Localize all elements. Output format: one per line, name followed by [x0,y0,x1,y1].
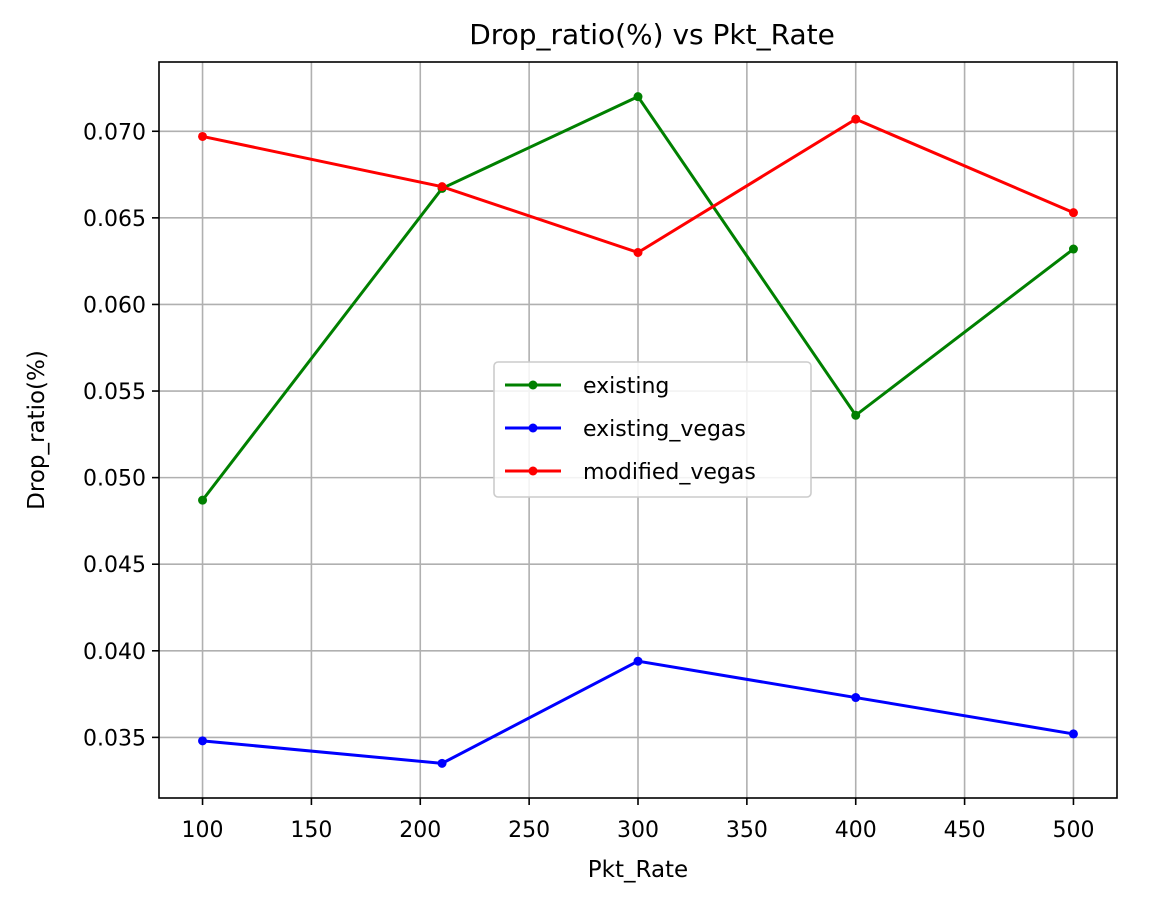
x-axis-label: Pkt_Rate [588,857,688,883]
y-axis-label: Drop_ratio(%) [24,350,50,510]
data-point [633,247,643,257]
data-point [1068,208,1078,218]
x-tick-label: 450 [944,818,986,843]
x-tick-label: 250 [508,818,550,843]
data-point [198,736,208,746]
data-point [198,131,208,141]
legend-marker [528,423,538,433]
x-tick-label: 200 [399,818,441,843]
legend-item: existing_vegas [505,417,746,442]
data-point [633,656,643,666]
y-tick-label: 0.035 [83,726,146,751]
x-tick-label: 500 [1052,818,1094,843]
series-existing-vegas [198,656,1078,768]
data-point [1068,244,1078,254]
data-point [633,92,643,102]
data-point [437,758,447,768]
x-tick-label: 400 [835,818,877,843]
data-point [198,495,208,505]
data-point [851,693,861,703]
legend-box [493,361,812,498]
y-tick-label: 0.045 [83,553,146,578]
x-tick-label: 350 [726,818,768,843]
data-point [437,182,447,192]
legend-label: modified_vegas [583,460,756,485]
legend-label: existing [583,374,669,399]
y-tick-label: 0.065 [83,207,146,232]
data-point [851,410,861,420]
data-point [1068,729,1078,739]
legend-marker [528,380,538,390]
chart-title: Drop_ratio(%) vs Pkt_Rate [469,18,835,51]
y-tick-label: 0.060 [83,293,146,318]
x-tick-label: 150 [290,818,332,843]
series-modified-vegas [198,114,1078,257]
legend-label: existing_vegas [583,417,746,442]
data-point [851,114,861,124]
y-tick-label: 0.050 [83,467,146,492]
legend: existing existing_vegas modified_vegas [493,361,812,498]
legend-item: existing [505,374,669,399]
y-tick-label: 0.040 [83,640,146,665]
y-tick-label: 0.055 [83,380,146,405]
series-lines [198,92,1078,768]
legend-item: modified_vegas [505,460,756,485]
y-tick-label: 0.070 [83,120,146,145]
legend-marker [528,466,538,476]
axis-ticks: 100 150 200 250 300 350 400 450 500 0.035 0.040 0.0… [83,120,1094,843]
x-tick-label: 100 [182,818,224,843]
x-tick-label: 300 [617,818,659,843]
